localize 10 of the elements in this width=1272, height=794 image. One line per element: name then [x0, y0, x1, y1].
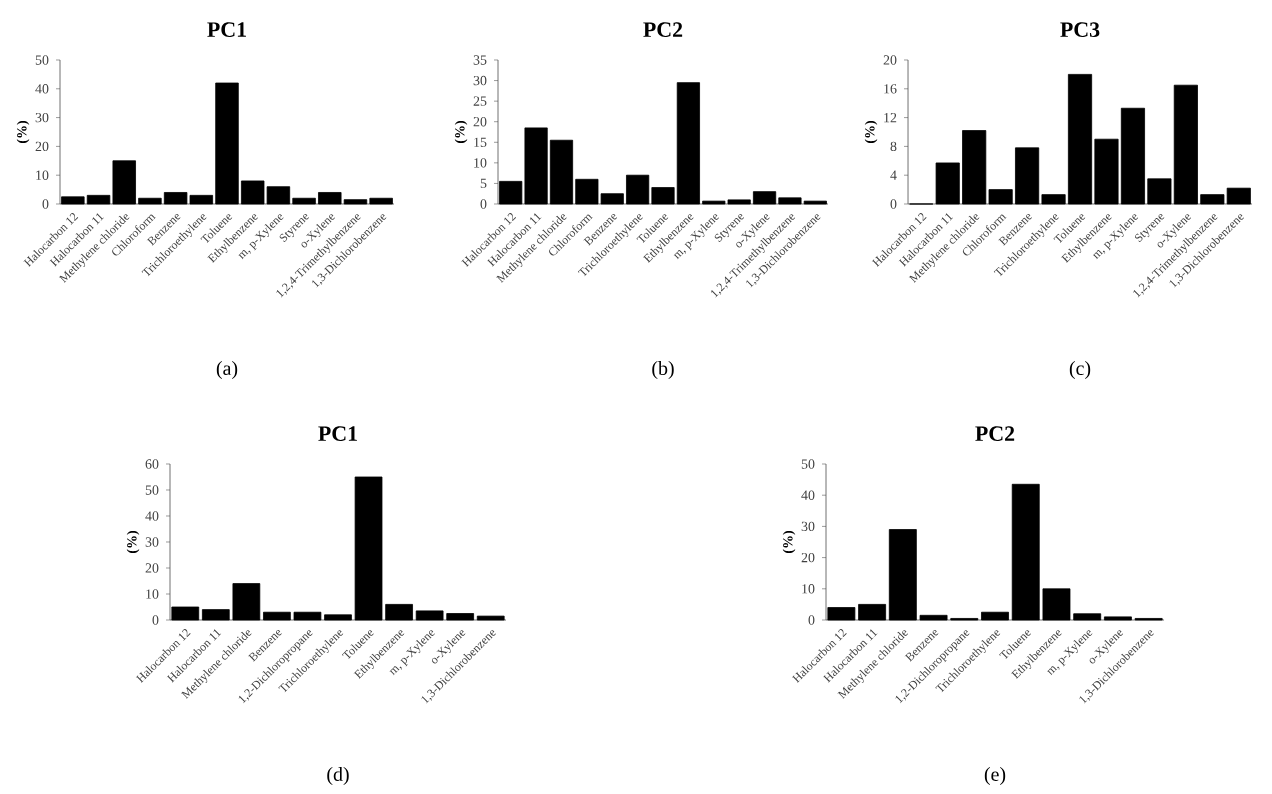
text: (e)	[984, 766, 1006, 786]
text: (a)	[216, 360, 238, 380]
text: (c)	[1069, 360, 1091, 380]
chart-title: PC3	[1060, 22, 1100, 37]
chart-title: PC1	[318, 426, 357, 441]
chart-title: PC1	[207, 22, 246, 37]
chart-title: PC2	[975, 426, 1015, 442]
text: (d)	[327, 766, 349, 786]
chart-title: PC2	[643, 22, 683, 37]
text: (b)	[652, 360, 674, 380]
